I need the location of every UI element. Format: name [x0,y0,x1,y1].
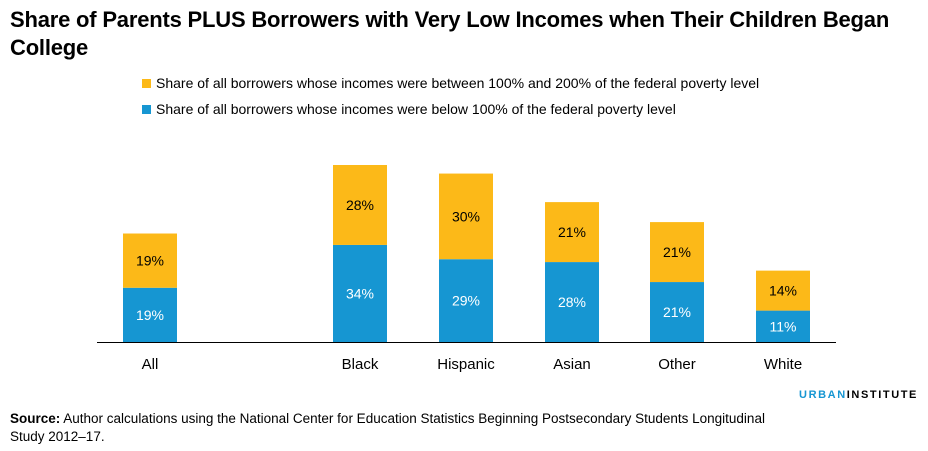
bar-lower-all [123,287,177,342]
label-upper-asian: 21% [558,224,586,240]
legend-item-lower: Share of all borrowers whose incomes wer… [142,96,759,122]
label-upper-hispanic: 30% [452,208,480,224]
label-lower-other: 21% [663,304,691,320]
label-lower-asian: 28% [558,294,586,310]
chart-title: Share of Parents PLUS Borrowers with Ver… [10,7,890,60]
label-lower-all: 19% [136,307,164,323]
legend-swatch-lower [142,104,151,114]
brand-logo: URBANINSTITUTE [799,389,918,401]
brand-part-urban: URBAN [799,389,847,401]
brand-part-institute: INSTITUTE [846,389,918,401]
source-note: Source: Author calculations using the Na… [10,410,770,446]
legend-swatch-upper [142,78,151,88]
bar-lower-black [333,244,387,342]
legend-label-upper: Share of all borrowers whose incomes wer… [156,75,760,91]
tick-label-asian: Asian [553,356,591,373]
bar-lower-hispanic [439,259,493,342]
tick-label-black: Black [342,356,379,373]
label-lower-hispanic: 29% [452,293,480,309]
label-upper-white: 14% [769,283,797,299]
label-upper-black: 28% [346,197,374,213]
bar-upper-black [333,165,387,245]
legend: Share of all borrowers whose incomes wer… [142,70,759,122]
legend-label-lower: Share of all borrowers whose incomes wer… [156,101,676,117]
legend-item-upper: Share of all borrowers whose incomes wer… [142,70,759,96]
tick-label-other: Other [658,356,696,373]
tick-label-all: All [142,356,159,373]
source-label: Source: [10,411,61,426]
tick-label-hispanic: Hispanic [437,356,495,373]
label-lower-black: 34% [346,285,374,301]
bar-upper-asian [545,202,599,263]
source-text: Author calculations using the National C… [10,411,765,444]
bar-upper-hispanic [439,173,493,260]
label-lower-white: 11% [770,318,797,334]
bar-upper-white [756,270,810,311]
tick-label-white: White [764,356,802,373]
bar-upper-all [123,233,177,288]
label-upper-other: 21% [663,244,691,260]
label-upper-all: 19% [136,253,164,269]
bar-lower-other [650,282,704,342]
bar-lower-white [756,310,810,342]
bar-lower-asian [545,262,599,342]
bar-upper-other [650,222,704,283]
